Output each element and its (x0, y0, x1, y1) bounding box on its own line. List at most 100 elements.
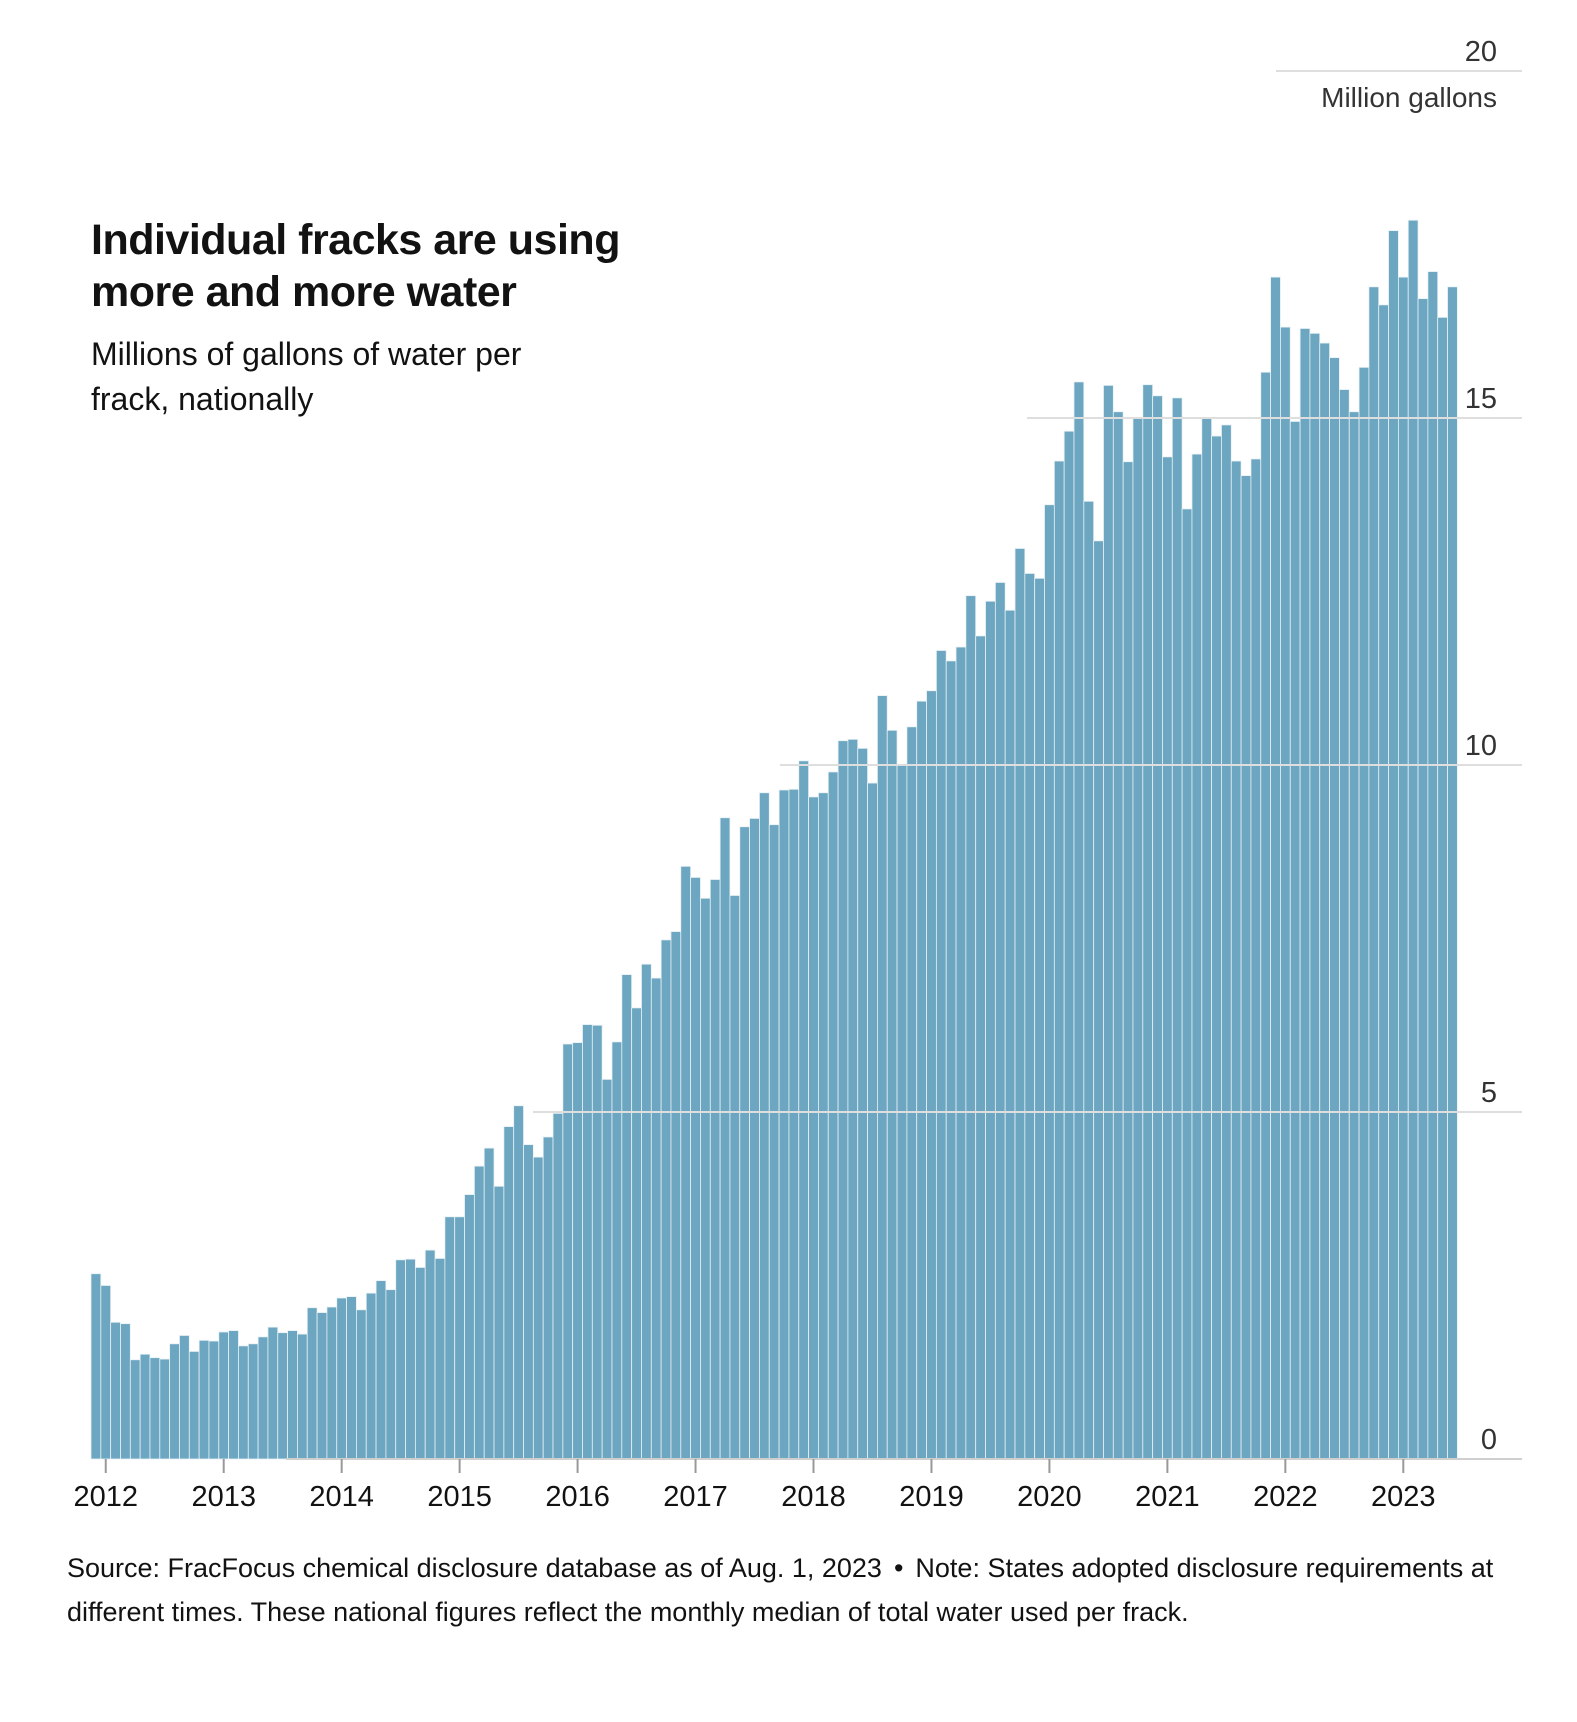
bar (1171, 397, 1183, 1460)
bar (1142, 384, 1154, 1460)
bar (1093, 540, 1104, 1460)
bar (179, 1335, 190, 1460)
bar (680, 865, 692, 1460)
gridlines-group: 0 5 10 15 20 (286, 36, 1522, 1460)
bar (1201, 417, 1213, 1460)
bar (1250, 458, 1262, 1460)
bar (346, 1296, 357, 1460)
x-tick-label: 2016 (545, 1481, 610, 1513)
bar (1407, 219, 1419, 1460)
bar (473, 1165, 485, 1460)
bar (1309, 332, 1321, 1460)
x-tick-label: 2021 (1135, 1481, 1200, 1513)
chart-subtitle: Millions of gallons of water per frack, … (91, 336, 522, 417)
bar (857, 747, 868, 1460)
bar (1270, 276, 1281, 1460)
bar (444, 1216, 456, 1460)
bar (356, 1309, 367, 1460)
bar (1044, 504, 1055, 1460)
bar (1103, 384, 1114, 1460)
x-tick-label: 2023 (1371, 1481, 1436, 1513)
x-tick-label: 2020 (1017, 1481, 1082, 1513)
bar (1240, 475, 1252, 1460)
x-tick-label: 2013 (191, 1481, 256, 1513)
separator-dot: • (893, 1553, 904, 1583)
y-tick-label: 10 (1465, 730, 1497, 762)
bar (886, 729, 898, 1460)
bar (493, 1185, 505, 1460)
bar (798, 760, 809, 1460)
bar (1221, 424, 1232, 1460)
bar (641, 963, 652, 1460)
bar (975, 635, 986, 1460)
bar (297, 1333, 308, 1460)
bar (208, 1340, 220, 1460)
bar (228, 1330, 239, 1460)
y-axis-unit-label: Million gallons (1321, 82, 1497, 113)
bar (1063, 430, 1075, 1460)
bar (709, 879, 721, 1460)
bar (906, 726, 918, 1460)
bar (690, 877, 701, 1460)
bar (1319, 342, 1330, 1460)
bar (1348, 411, 1360, 1460)
y-tick-label: 20 (1465, 36, 1497, 68)
bar (1152, 395, 1163, 1460)
bar (159, 1358, 171, 1460)
bar (1014, 548, 1026, 1460)
bar (788, 788, 800, 1460)
bar (552, 1112, 564, 1460)
y-tick-label: 0 (1481, 1424, 1497, 1456)
bar (1162, 456, 1173, 1460)
bar (503, 1126, 515, 1460)
bar (985, 600, 996, 1460)
bar (1329, 357, 1340, 1460)
bar (1368, 286, 1380, 1460)
bar (365, 1292, 377, 1460)
chart-footer: Source: FracFocus chemical disclosure da… (67, 1546, 1507, 1634)
bar (572, 1042, 583, 1460)
bar (385, 1289, 397, 1460)
bar (601, 1078, 613, 1460)
y-tick-label: 15 (1465, 383, 1497, 415)
bar (483, 1147, 495, 1460)
bar (1289, 421, 1301, 1460)
bar (759, 792, 770, 1460)
bar (582, 1024, 593, 1460)
bar (1447, 286, 1458, 1460)
bar (660, 939, 672, 1460)
bar (1280, 326, 1291, 1460)
bar (90, 1273, 102, 1460)
bar (316, 1312, 328, 1460)
bar (562, 1043, 574, 1460)
bar (532, 1156, 544, 1460)
bar (120, 1323, 131, 1460)
bar (1083, 500, 1095, 1460)
bar (513, 1105, 524, 1460)
bar (935, 650, 947, 1460)
bar (818, 792, 829, 1460)
x-tick-label: 2019 (899, 1481, 964, 1513)
bar (1437, 316, 1448, 1460)
bar (523, 1144, 534, 1460)
bar (591, 1024, 603, 1460)
bar (926, 690, 937, 1460)
bar (778, 789, 790, 1460)
x-axis: 2012 2013 2014 2015 2016 2017 2018 2019 2020 2021… (73, 1459, 1436, 1513)
bar (867, 782, 878, 1460)
y-tick-label: 5 (1481, 1077, 1497, 1109)
bar (847, 738, 859, 1460)
bar (1378, 304, 1389, 1460)
bar (955, 646, 967, 1460)
bar (965, 595, 977, 1460)
bar (1339, 389, 1350, 1460)
bar (1004, 609, 1016, 1460)
bar (1181, 508, 1193, 1460)
bar (631, 1007, 642, 1460)
bar (277, 1332, 288, 1460)
x-tick-label: 2018 (781, 1481, 846, 1513)
bar (837, 740, 849, 1460)
bar (1122, 461, 1134, 1460)
bar (749, 818, 760, 1460)
bar (827, 771, 839, 1460)
